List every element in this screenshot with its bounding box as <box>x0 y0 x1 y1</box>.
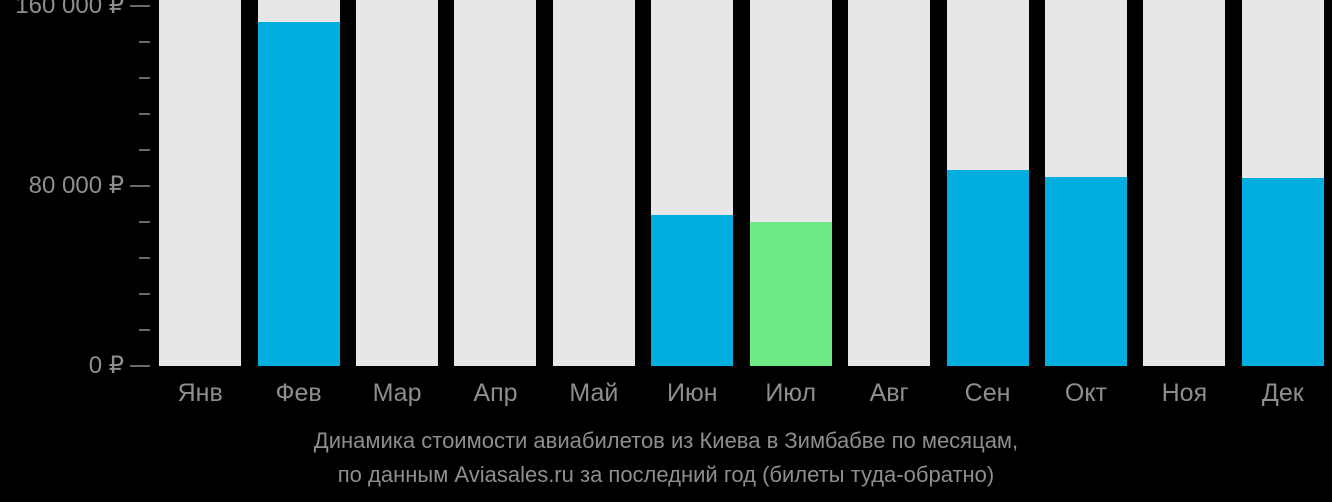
y-axis-tick-mark <box>139 329 150 331</box>
bar-track <box>454 0 537 366</box>
bar-column[interactable] <box>749 0 832 366</box>
y-axis: 160 000 ₽ 80 000 ₽ 0 ₽ <box>0 0 150 502</box>
bar-column[interactable] <box>848 0 931 366</box>
bar-value <box>946 170 1029 366</box>
bar-column[interactable] <box>257 0 340 366</box>
chart-caption: Динамика стоимости авиабилетов из Киева … <box>0 424 1332 492</box>
y-axis-tick-mark <box>139 77 150 79</box>
y-axis-tick-mark <box>139 41 150 43</box>
bar-value <box>651 215 734 366</box>
y-axis-tick-label: 160 000 ₽ <box>15 0 124 19</box>
bar-value <box>749 222 832 366</box>
bar-column[interactable] <box>454 0 537 366</box>
x-axis-label: Фев <box>275 379 322 407</box>
x-axis-label: Авг <box>869 379 909 407</box>
x-axis-label: Сен <box>964 379 1011 407</box>
bar-track <box>159 0 242 366</box>
caption-line-2: по данным Aviasales.ru за последний год … <box>337 462 995 487</box>
y-axis-tick-mark <box>139 113 150 115</box>
bar-column[interactable] <box>651 0 734 366</box>
bar-value <box>257 21 340 366</box>
x-axis-label: Дек <box>1261 379 1304 407</box>
y-axis-tick-mark <box>130 365 150 367</box>
bar-column[interactable] <box>1241 0 1324 366</box>
x-axis-label: Июл <box>765 379 817 407</box>
y-axis-tick-mark <box>130 185 150 187</box>
bar-track <box>356 0 439 366</box>
x-axis-label: Май <box>569 379 619 407</box>
y-axis-tick-label: 80 000 ₽ <box>28 172 124 199</box>
x-axis-label: Мар <box>372 379 422 407</box>
x-axis-label: Апр <box>473 379 518 407</box>
y-axis-tick-mark <box>139 293 150 295</box>
x-axis: Янв Фев Мар Апр Май Июн Июл Авг Сен Окт Ноя Дек <box>151 366 1332 424</box>
bar-value <box>1044 177 1127 366</box>
y-axis-tick-label: 0 ₽ <box>88 352 124 379</box>
x-axis-label: Янв <box>177 379 223 407</box>
y-axis-tick-mark <box>139 257 150 259</box>
y-axis-tick-mark <box>130 5 150 7</box>
bar-column[interactable] <box>552 0 635 366</box>
x-axis-label: Ноя <box>1161 379 1208 407</box>
bar-column[interactable] <box>159 0 242 366</box>
bar-column[interactable] <box>1143 0 1226 366</box>
bar-column[interactable] <box>356 0 439 366</box>
y-axis-tick-mark <box>139 221 150 223</box>
bar-track <box>552 0 635 366</box>
plot-area <box>151 0 1332 366</box>
y-axis-tick-mark <box>139 149 150 151</box>
x-axis-label: Июн <box>667 379 718 407</box>
x-axis-label: Окт <box>1064 379 1108 407</box>
bar-track <box>848 0 931 366</box>
bar-column[interactable] <box>1044 0 1127 366</box>
bar-track <box>1143 0 1226 366</box>
caption-line-1: Динамика стоимости авиабилетов из Киева … <box>313 428 1019 453</box>
bar-value <box>1241 178 1324 366</box>
bar-column[interactable] <box>946 0 1029 366</box>
